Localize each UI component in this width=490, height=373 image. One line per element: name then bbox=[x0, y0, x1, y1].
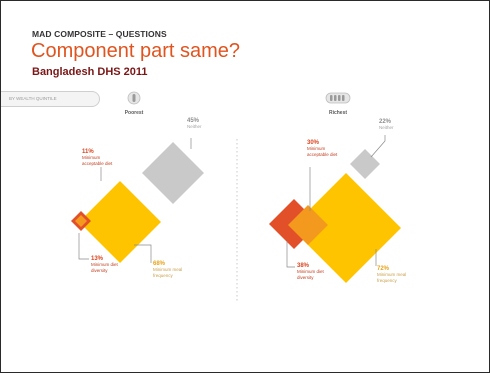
poorest-mmf-pct: 68% bbox=[153, 261, 166, 267]
richest-mmf-annotation: 72% Minimum meal frequency bbox=[377, 266, 425, 283]
richest-mmf-label: Minimum meal frequency bbox=[377, 272, 407, 283]
richest-label: Richest bbox=[328, 110, 348, 116]
poorest-selector-icon[interactable] bbox=[127, 91, 141, 105]
richest-mdd-pct: 38% bbox=[297, 263, 310, 269]
richest-neither-annotation: 22% Neither bbox=[379, 119, 413, 131]
poorest-mdd-pct: 13% bbox=[91, 256, 104, 262]
richest-selector-icon[interactable] bbox=[325, 92, 351, 104]
poorest-mmf-annotation: 68% Minimum meal frequency bbox=[153, 261, 201, 278]
richest-panel bbox=[269, 135, 401, 283]
richest-mad-annotation: 30% Minimum acceptable diet bbox=[307, 140, 347, 157]
richest-mad-label: Minimum acceptable diet bbox=[307, 146, 338, 157]
slide-kicker: MAD COMPOSITE – QUESTIONS bbox=[32, 29, 167, 39]
richest-neither-diamond bbox=[350, 149, 380, 179]
richest-mdd-annotation: 38% Minimum diet diversity bbox=[297, 263, 337, 280]
poorest-mdd-annotation: 13% Minimum diet diversity bbox=[91, 256, 131, 273]
poorest-label: Poorest bbox=[124, 110, 144, 116]
richest-neither-pct: 22% bbox=[379, 119, 392, 125]
poorest-meal-frequency-diamond bbox=[79, 181, 161, 263]
wealth-quintile-selector[interactable]: BY WEALTH QUINTILE bbox=[1, 91, 100, 107]
leader-line bbox=[134, 244, 152, 263]
poorest-acceptable-diet-diamond bbox=[75, 215, 87, 227]
poorest-panel bbox=[71, 138, 204, 263]
leader-line bbox=[286, 241, 295, 268]
poorest-mad-pct: 11% bbox=[82, 149, 94, 155]
poorest-neither-diamond bbox=[142, 142, 204, 204]
leader-line bbox=[78, 233, 89, 260]
poorest-neither-annotation: 45% Neither bbox=[187, 118, 221, 130]
slide-subtitle: Bangladesh DHS 2011 bbox=[32, 66, 148, 78]
richest-meal-frequency-diamond bbox=[291, 173, 401, 283]
leader-line bbox=[370, 135, 386, 158]
slide-title: Component part same? bbox=[31, 40, 241, 62]
poorest-mad-label: Minimum acceptable diet bbox=[82, 155, 113, 166]
richest-acceptable-diet-diamond bbox=[288, 205, 328, 245]
richest-neither-label: Neither bbox=[379, 125, 394, 130]
richest-mmf-pct: 72% bbox=[377, 266, 390, 272]
poorest-mmf-label: Minimum meal frequency bbox=[153, 267, 183, 278]
richest-mdd-label: Minimum diet diversity bbox=[297, 269, 324, 280]
poorest-neither-label: Neither bbox=[187, 124, 202, 129]
poorest-mdd-label: Minimum diet diversity bbox=[91, 262, 118, 273]
poorest-neither-pct: 45% bbox=[187, 118, 200, 124]
richest-mad-pct: 30% bbox=[307, 140, 320, 146]
poorest-mad-annotation: 11% Minimum acceptable diet bbox=[82, 149, 122, 166]
wealth-quintile-label: BY WEALTH QUINTILE bbox=[9, 96, 57, 101]
